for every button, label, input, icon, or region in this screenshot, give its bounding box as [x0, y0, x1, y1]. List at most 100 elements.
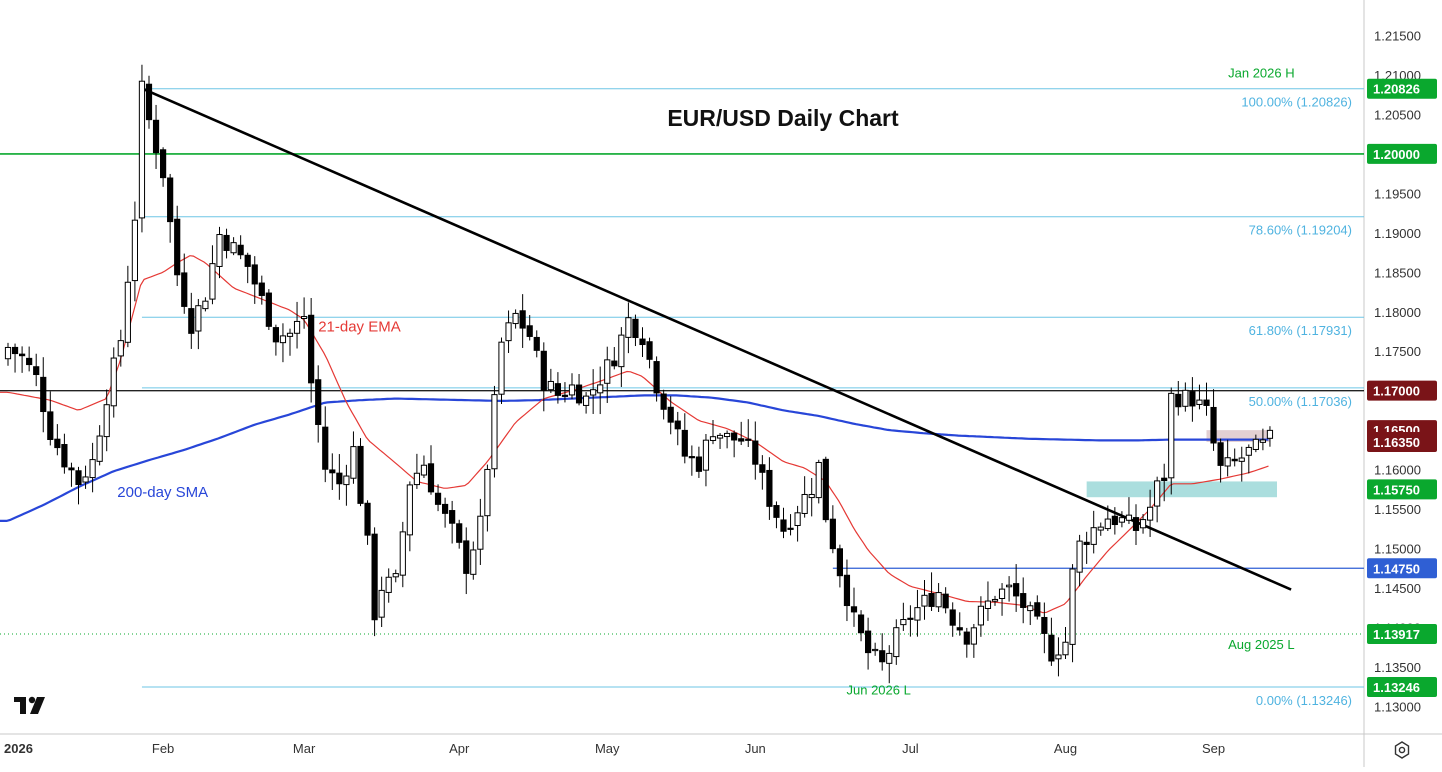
candle-172[interactable] — [1217, 438, 1224, 483]
candle-154[interactable] — [1090, 510, 1097, 554]
candle-153[interactable] — [1083, 531, 1090, 564]
candle-65[interactable] — [463, 527, 470, 595]
candle-151[interactable] — [1069, 564, 1076, 663]
candle-44[interactable] — [315, 365, 322, 443]
candle-72[interactable] — [512, 309, 519, 329]
candle-149[interactable] — [1055, 637, 1062, 677]
candle-40[interactable] — [286, 328, 294, 356]
candle-131[interactable] — [928, 572, 935, 611]
candle-108[interactable] — [766, 457, 773, 520]
candle-107[interactable] — [759, 455, 766, 490]
candle-14[interactable] — [103, 389, 110, 452]
candle-26[interactable] — [188, 292, 195, 349]
candle-43[interactable] — [308, 297, 315, 403]
candle-148[interactable] — [1048, 617, 1055, 666]
candle-112[interactable] — [794, 505, 801, 542]
candle-4[interactable] — [33, 353, 40, 387]
candle-71[interactable] — [505, 310, 512, 353]
candle-12[interactable] — [89, 442, 96, 493]
candle-22[interactable] — [160, 147, 167, 187]
candle-41[interactable] — [293, 301, 301, 349]
candle-138[interactable] — [977, 596, 984, 637]
candle-62[interactable] — [442, 497, 449, 528]
candle-84[interactable] — [597, 366, 604, 415]
candle-152[interactable] — [1076, 534, 1083, 587]
candle-19[interactable] — [138, 64, 146, 233]
candle-24[interactable] — [174, 205, 181, 287]
candle-78[interactable] — [554, 372, 561, 404]
candle-75[interactable] — [533, 330, 540, 358]
candle-39[interactable] — [279, 323, 287, 363]
candle-20[interactable] — [145, 75, 153, 129]
candle-25[interactable] — [181, 253, 188, 314]
candle-141[interactable] — [998, 583, 1006, 616]
candle-142[interactable] — [1006, 576, 1013, 602]
candle-137[interactable] — [970, 623, 977, 658]
candle-91[interactable] — [646, 337, 653, 369]
candle-130[interactable] — [921, 579, 928, 620]
candle-170[interactable] — [1203, 382, 1210, 416]
candle-23[interactable] — [167, 173, 174, 243]
candle-37[interactable] — [265, 289, 272, 331]
candle-109[interactable] — [773, 501, 780, 529]
candle-175[interactable] — [1238, 446, 1245, 482]
candle-0[interactable] — [4, 342, 12, 366]
candle-17[interactable] — [124, 265, 131, 348]
candle-53[interactable] — [378, 576, 385, 628]
candle-119[interactable] — [843, 559, 851, 622]
candle-77[interactable] — [547, 368, 554, 394]
candle-146[interactable] — [1034, 595, 1041, 620]
candle-136[interactable] — [963, 627, 970, 658]
candle-143[interactable] — [1013, 564, 1020, 612]
candle-61[interactable] — [434, 484, 442, 512]
candle-13[interactable] — [96, 425, 103, 466]
candle-95[interactable] — [674, 411, 681, 446]
candle-174[interactable] — [1231, 448, 1238, 467]
candle-54[interactable] — [385, 568, 392, 603]
candle-92[interactable] — [653, 356, 660, 402]
candle-51[interactable] — [364, 500, 371, 545]
candle-48[interactable] — [343, 464, 350, 506]
candle-70[interactable] — [498, 337, 505, 404]
candle-178[interactable] — [1259, 428, 1267, 451]
candle-3[interactable] — [26, 346, 33, 372]
candle-145[interactable] — [1027, 601, 1034, 626]
candle-101[interactable] — [716, 433, 724, 449]
candle-167[interactable] — [1182, 382, 1189, 412]
candle-97[interactable] — [688, 445, 695, 476]
candle-123[interactable] — [872, 642, 879, 656]
candle-176[interactable] — [1245, 444, 1252, 474]
candle-135[interactable] — [956, 612, 963, 636]
candle-56[interactable] — [399, 521, 406, 588]
candle-165[interactable] — [1168, 387, 1175, 495]
candle-18[interactable] — [131, 201, 139, 302]
candle-52[interactable] — [371, 527, 378, 637]
candle-55[interactable] — [392, 569, 399, 583]
candle-5[interactable] — [40, 357, 47, 433]
candle-82[interactable] — [583, 392, 590, 414]
candle-21[interactable] — [152, 104, 160, 169]
candle-150[interactable] — [1062, 627, 1069, 659]
candle-122[interactable] — [865, 617, 872, 670]
candle-85[interactable] — [604, 346, 611, 403]
candle-127[interactable] — [900, 602, 907, 631]
candle-87[interactable] — [618, 327, 625, 387]
candle-93[interactable] — [660, 389, 667, 420]
candle-88[interactable] — [625, 302, 632, 354]
candle-96[interactable] — [681, 413, 688, 464]
candle-38[interactable] — [272, 324, 279, 356]
candle-80[interactable] — [568, 373, 576, 400]
candle-90[interactable] — [639, 327, 646, 357]
candle-115[interactable] — [815, 459, 822, 504]
candle-157[interactable] — [1111, 507, 1118, 535]
candle-7[interactable] — [54, 424, 61, 456]
candle-124[interactable] — [879, 633, 886, 671]
candle-63[interactable] — [449, 500, 456, 544]
candle-57[interactable] — [406, 481, 413, 552]
candle-30[interactable] — [216, 226, 223, 279]
candle-129[interactable] — [914, 589, 921, 637]
candle-114[interactable] — [808, 477, 815, 517]
candle-164[interactable] — [1161, 463, 1168, 502]
candle-128[interactable] — [907, 605, 914, 637]
